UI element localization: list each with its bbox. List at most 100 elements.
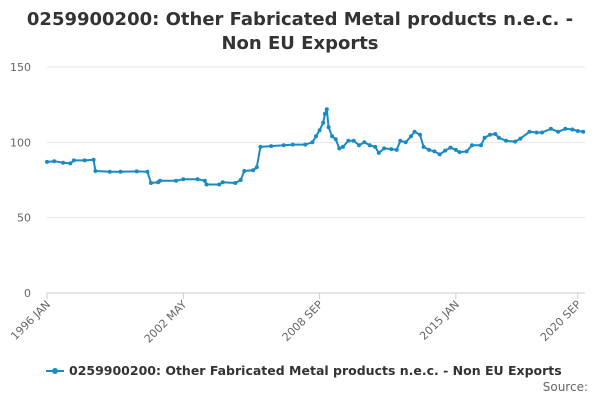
data-point[interactable] (181, 177, 186, 182)
data-point[interactable] (61, 160, 66, 165)
series-line[interactable] (46, 108, 584, 186)
data-point[interactable] (504, 138, 509, 143)
data-point[interactable] (346, 138, 351, 143)
chart-title: 0259900200: Other Fabricated Metal produ… (26, 9, 574, 54)
x-tick-label: 2002 MAY (142, 298, 190, 346)
data-point[interactable] (174, 178, 179, 183)
data-point[interactable] (93, 169, 98, 173)
data-point[interactable] (330, 134, 335, 139)
data-point[interactable] (82, 158, 87, 163)
data-point[interactable] (403, 140, 408, 145)
data-point[interactable] (362, 140, 367, 145)
data-point[interactable] (217, 182, 222, 187)
data-point[interactable] (563, 126, 568, 131)
gridlines (47, 66, 585, 294)
data-point[interactable] (357, 143, 361, 148)
data-point[interactable] (389, 147, 394, 152)
data-point[interactable] (394, 147, 399, 152)
legend[interactable]: 0259900200: Other Fabricated Metal produ… (46, 363, 562, 378)
data-point[interactable] (310, 140, 315, 145)
data-point[interactable] (337, 146, 342, 151)
data-point[interactable] (418, 132, 422, 137)
legend-label[interactable]: 0259900200: Other Fabricated Metal produ… (69, 363, 562, 378)
data-point[interactable] (220, 180, 225, 185)
data-point[interactable] (437, 152, 442, 157)
data-point[interactable] (290, 142, 295, 147)
data-point[interactable] (570, 127, 575, 132)
data-point[interactable] (488, 132, 492, 137)
data-point[interactable] (453, 147, 458, 152)
data-point[interactable] (412, 129, 417, 134)
data-point[interactable] (269, 144, 274, 149)
legend-line-marker-icon (46, 366, 64, 376)
data-point[interactable] (52, 159, 57, 164)
data-point[interactable] (107, 169, 112, 174)
data-point[interactable] (324, 107, 329, 112)
data-point[interactable] (373, 144, 378, 149)
x-tick-label: 2020 SEP (538, 298, 584, 344)
data-point[interactable] (149, 181, 153, 185)
data-point[interactable] (470, 143, 474, 148)
data-point[interactable] (340, 144, 345, 149)
data-point[interactable] (432, 149, 437, 154)
data-point[interactable] (71, 158, 76, 163)
data-point[interactable] (317, 128, 322, 133)
data-point[interactable] (448, 145, 453, 150)
axes: 0 50 100 150 1996 JAN 2002 MAY 2008 SEP 2015 JA… (8, 61, 585, 346)
data-point[interactable] (303, 142, 308, 147)
data-point[interactable] (443, 148, 448, 153)
data-point[interactable] (254, 165, 259, 170)
data-point[interactable] (421, 144, 426, 149)
data-point[interactable] (323, 111, 327, 116)
y-tick-label: 50 (17, 212, 31, 225)
data-point[interactable] (251, 168, 256, 173)
data-point[interactable] (195, 177, 200, 182)
data-point[interactable] (333, 137, 338, 142)
data-point[interactable] (382, 146, 387, 151)
data-point[interactable] (45, 159, 49, 164)
source-label: Source: (542, 380, 588, 394)
data-point[interactable] (367, 143, 372, 148)
data-point[interactable] (233, 181, 238, 185)
data-point[interactable] (540, 130, 544, 135)
data-point[interactable] (398, 138, 403, 143)
data-point[interactable] (326, 125, 331, 130)
data-point[interactable] (202, 178, 207, 183)
data-point[interactable] (314, 134, 318, 139)
data-point[interactable] (281, 143, 286, 148)
data-point[interactable] (427, 147, 431, 152)
data-point[interactable] (548, 126, 553, 131)
data-point[interactable] (242, 169, 247, 173)
data-point[interactable] (556, 129, 561, 134)
data-point[interactable] (321, 120, 326, 125)
data-point[interactable] (238, 178, 243, 182)
x-tick-label: 1996 JAN (8, 298, 53, 343)
data-point[interactable] (581, 129, 586, 134)
data-point[interactable] (457, 150, 462, 155)
data-point[interactable] (351, 138, 356, 143)
data-point[interactable] (376, 150, 381, 155)
data-point[interactable] (91, 157, 96, 162)
data-point[interactable] (134, 169, 139, 174)
data-point[interactable] (575, 129, 580, 133)
data-point[interactable] (409, 134, 413, 139)
data-point[interactable] (158, 178, 162, 183)
series-layer[interactable] (45, 107, 586, 187)
y-tick-label: 0 (24, 287, 31, 300)
data-point[interactable] (118, 169, 123, 174)
data-point[interactable] (68, 161, 73, 166)
data-point[interactable] (493, 132, 498, 136)
data-point[interactable] (479, 143, 483, 148)
data-point[interactable] (145, 169, 150, 174)
data-point[interactable] (527, 129, 532, 134)
data-point[interactable] (513, 139, 518, 144)
data-point[interactable] (258, 144, 263, 149)
data-point[interactable] (482, 135, 487, 140)
x-tick-label: 2008 SEP (280, 298, 326, 344)
data-point[interactable] (496, 135, 501, 140)
data-point[interactable] (518, 136, 523, 141)
data-point[interactable] (464, 149, 469, 154)
data-point[interactable] (534, 130, 539, 135)
data-point[interactable] (204, 182, 209, 187)
